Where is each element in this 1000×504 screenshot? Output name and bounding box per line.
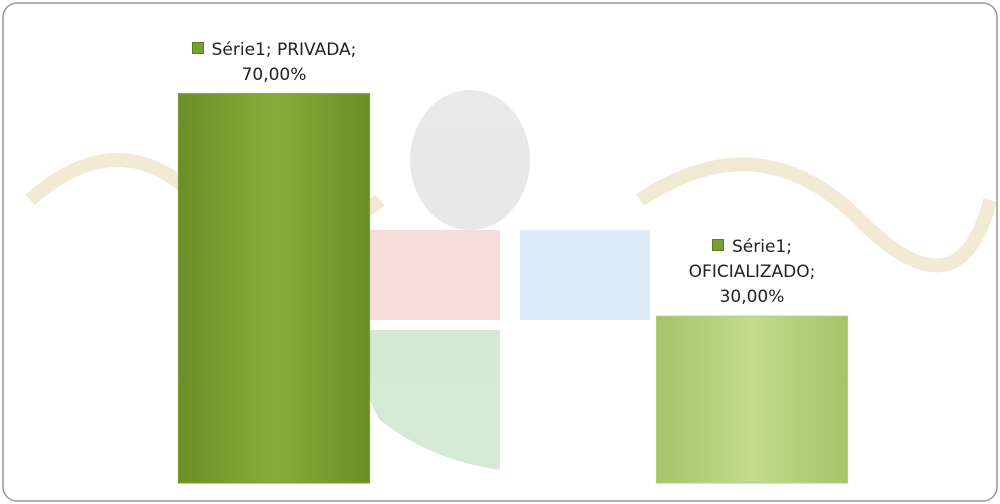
data-label: Série1; OFICIALIZADO; 30,00% [677, 235, 827, 310]
data-label-text: Série1; OFICIALIZADO; 30,00% [689, 237, 816, 307]
legend-key [192, 42, 204, 54]
chart: Série1; PRIVADA; 70,00% Série1; OFICIALIZ… [0, 0, 1000, 504]
data-label-text: Série1; PRIVADA; 70,00% [212, 40, 357, 85]
data-label: Série1; PRIVADA; 70,00% [159, 38, 389, 88]
chart-canvas [0, 0, 1000, 504]
legend-key [712, 239, 724, 251]
bar [656, 316, 847, 483]
bar [178, 94, 369, 483]
